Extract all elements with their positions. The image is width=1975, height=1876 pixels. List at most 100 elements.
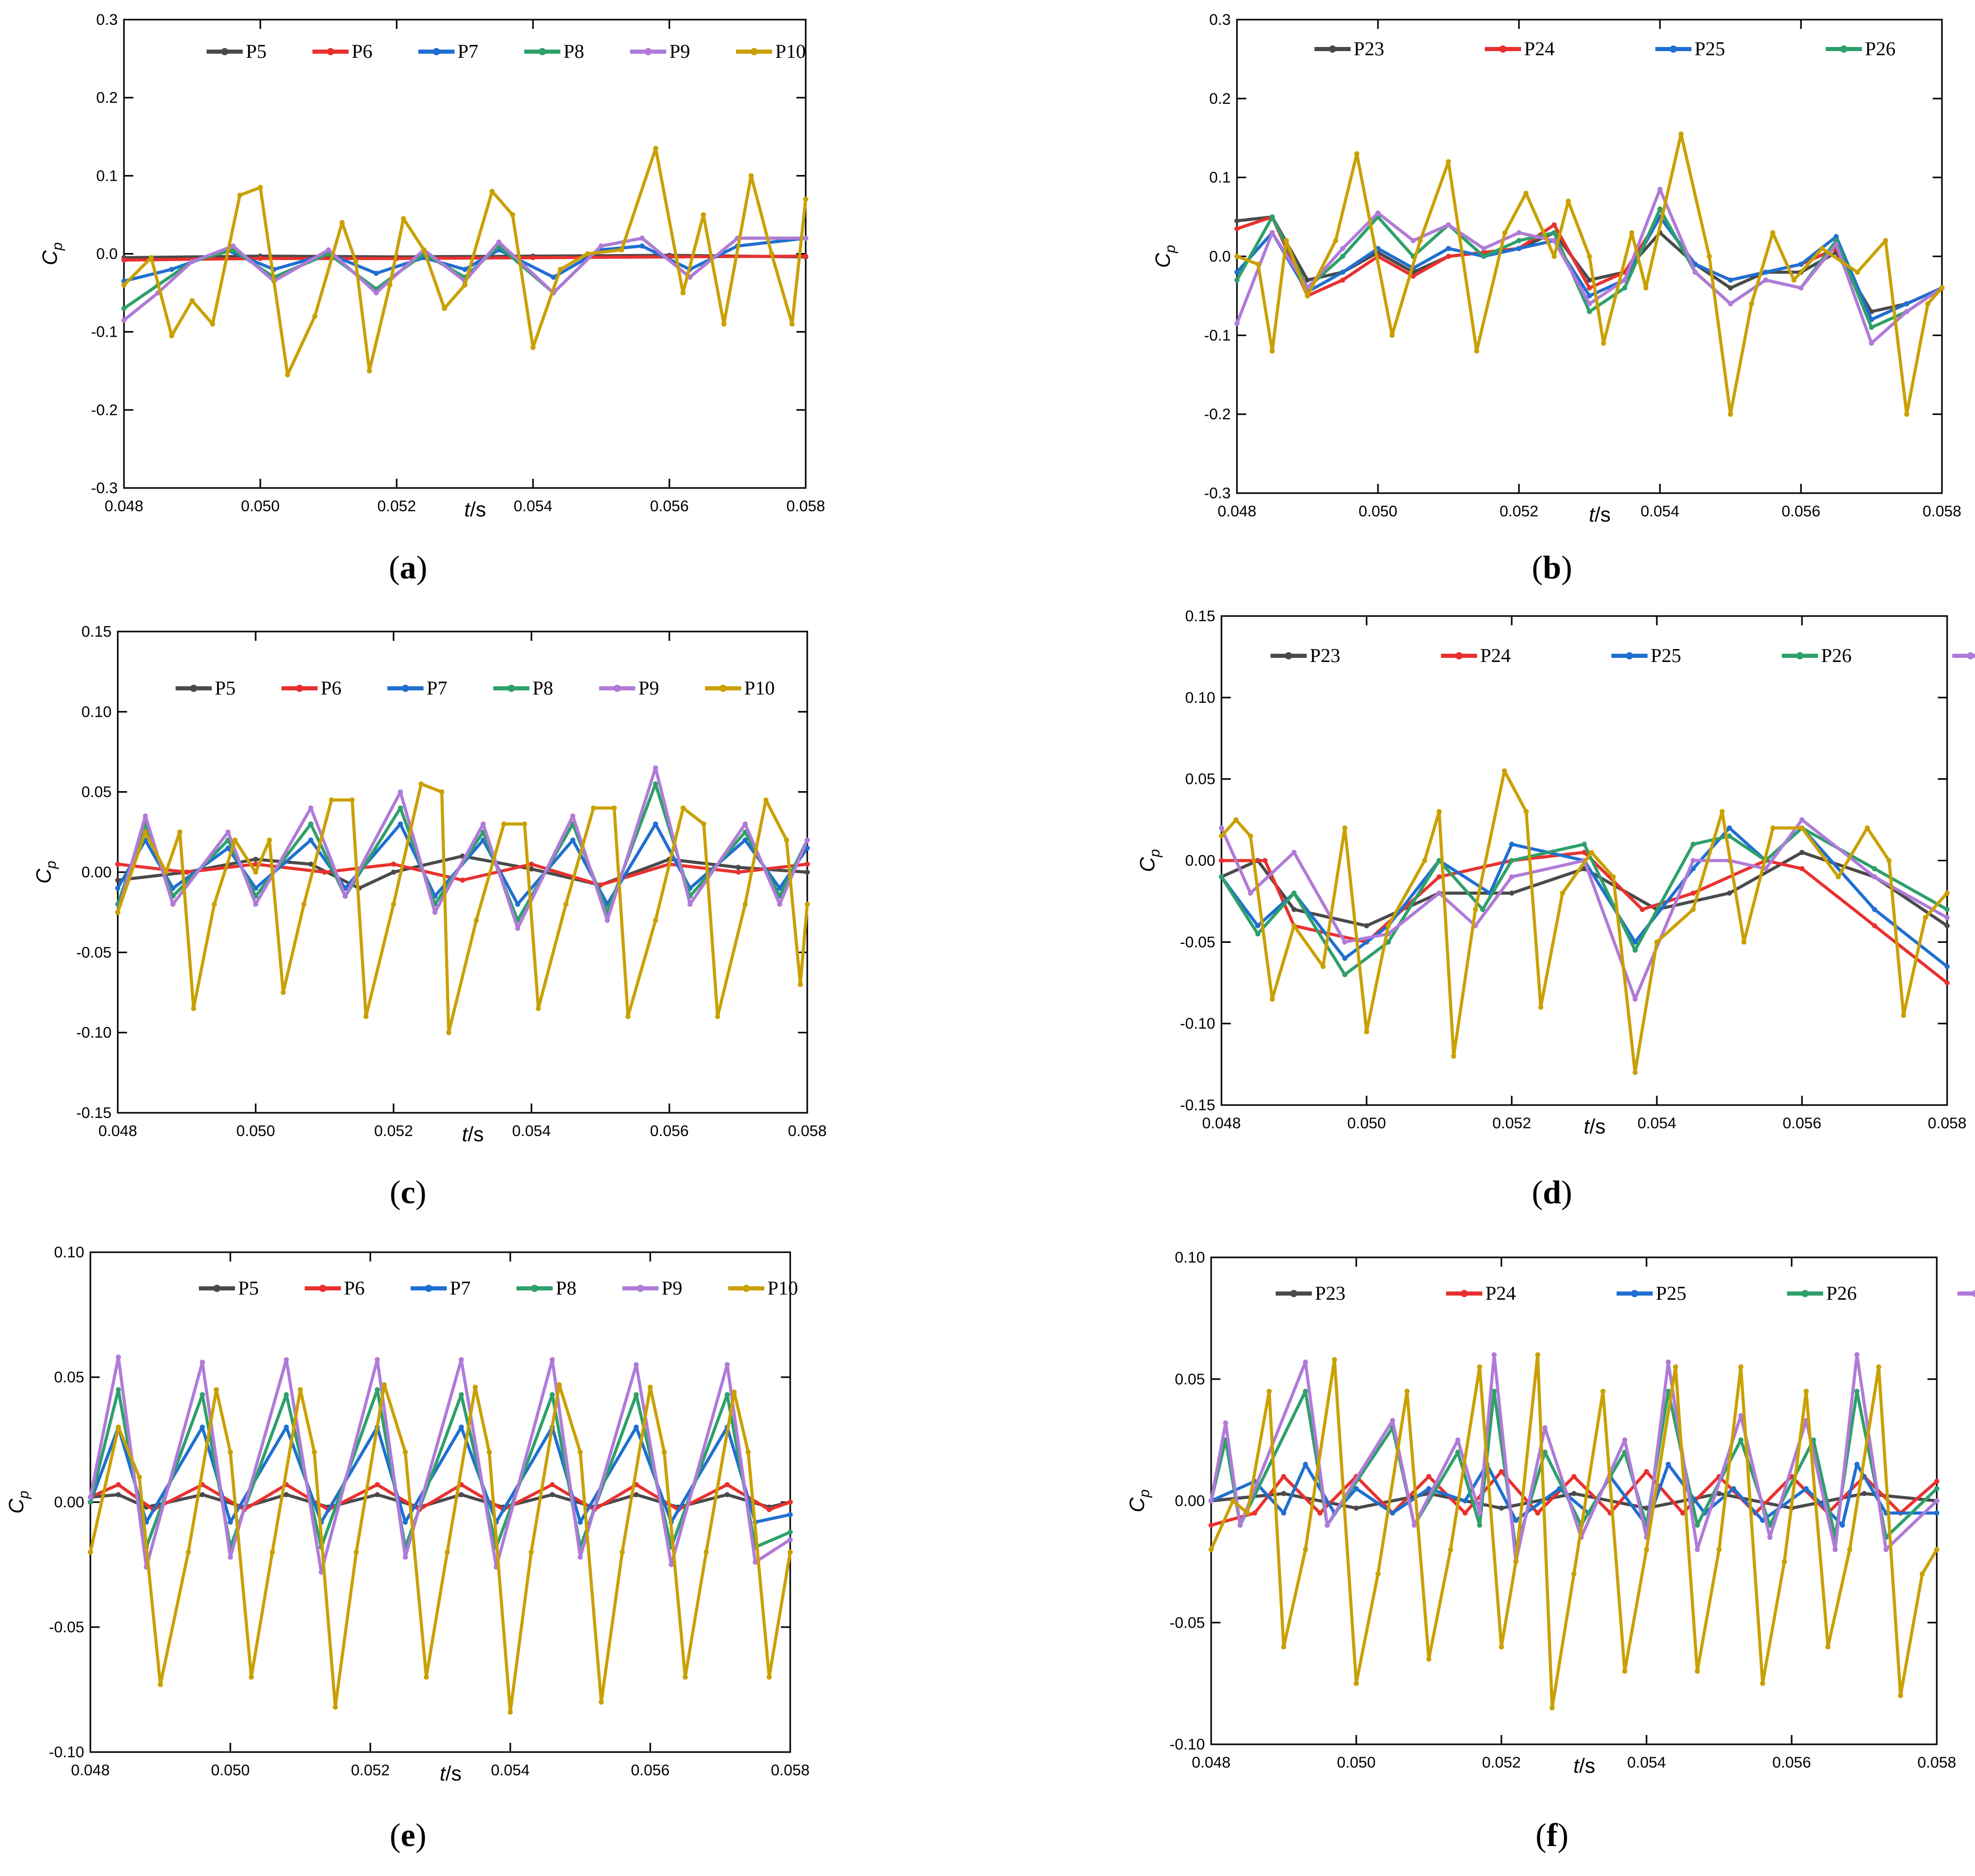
data-point-p9: [788, 1537, 793, 1542]
data-point-p10: [591, 805, 597, 811]
data-point-p6: [374, 1482, 380, 1488]
data-point-p28: [1477, 1364, 1482, 1370]
data-point-p6: [529, 861, 534, 867]
data-point-p23: [1571, 1491, 1577, 1496]
data-point-p28: [1234, 254, 1240, 259]
data-point-p27: [1695, 1547, 1700, 1552]
legend-marker-p7: [425, 1285, 432, 1292]
y-tick-label: 0.3: [1209, 11, 1231, 28]
data-point-p27: [1767, 1535, 1773, 1540]
legend-label-p25: P25: [1695, 38, 1725, 60]
x-tick-label: 0.054: [1640, 503, 1679, 520]
data-point-p27: [1832, 1547, 1838, 1552]
data-point-p28: [1291, 923, 1297, 928]
data-point-p28: [1474, 348, 1480, 354]
legend-label-p9: P9: [638, 677, 659, 699]
data-point-p28: [1386, 923, 1391, 928]
data-point-p9: [668, 1562, 674, 1567]
legend-label-p26: P26: [1865, 38, 1895, 60]
panel-caption: (b): [1532, 549, 1572, 586]
data-point-p28: [1934, 1547, 1939, 1552]
data-point-p26: [1477, 1522, 1482, 1528]
data-point-p23: [1499, 1505, 1504, 1511]
data-point-p28: [1901, 1013, 1906, 1018]
x-tick-label: 0.052: [1482, 1754, 1521, 1771]
data-point-p27: [1632, 996, 1638, 1002]
data-point-p28: [1791, 277, 1797, 283]
y-tick-label: -0.05: [49, 1619, 84, 1636]
legend-marker-p23: [1285, 652, 1292, 659]
panel-caption-letter: e: [401, 1817, 415, 1853]
data-point-p28: [1245, 1510, 1250, 1516]
data-point-p9: [653, 765, 659, 771]
data-point-p8: [550, 1392, 555, 1397]
legend-marker-p10: [750, 48, 758, 55]
data-point-p28: [1233, 817, 1239, 823]
data-point-p28: [1549, 1705, 1555, 1711]
legend-label-p6: P6: [321, 677, 341, 699]
data-point-p28: [1269, 348, 1275, 354]
data-point-p25: [1632, 939, 1638, 945]
data-point-p7: [284, 1424, 289, 1430]
data-point-p24: [1262, 858, 1268, 863]
series-line-p28: [1220, 769, 1949, 1074]
data-point-p27: [1455, 1437, 1461, 1443]
data-point-p9: [803, 235, 808, 241]
x-tick-label: 0.048: [1192, 1754, 1230, 1771]
x-tick-label: 0.058: [788, 1123, 826, 1140]
x-tick-label: 0.058: [1922, 503, 1961, 520]
data-point-p10: [115, 909, 120, 915]
y-tick-label: 0.1: [96, 167, 118, 184]
data-point-p28: [1654, 939, 1659, 945]
data-point-p9: [342, 893, 348, 899]
data-point-p6: [184, 870, 190, 875]
y-tick-label: 0.15: [1185, 608, 1215, 625]
data-point-p24: [1799, 866, 1805, 872]
data-point-p28: [1320, 964, 1326, 969]
data-point-p28: [1331, 1357, 1337, 1363]
legend-marker-p9: [614, 685, 621, 692]
y-tick-label: -0.15: [76, 1105, 112, 1122]
data-point-p28: [1269, 996, 1275, 1002]
data-point-p5: [391, 870, 396, 875]
data-point-p26: [1516, 238, 1522, 243]
legend-label-p7: P7: [427, 677, 447, 699]
data-point-p10: [473, 1384, 478, 1390]
data-point-p10: [625, 1014, 631, 1019]
data-point-p10: [487, 1449, 492, 1455]
data-point-p9: [326, 247, 331, 253]
data-point-p28: [1354, 151, 1360, 156]
data-point-p10: [382, 1382, 387, 1388]
data-point-p24: [1690, 890, 1696, 896]
data-point-p10: [349, 797, 355, 803]
data-point-p10: [577, 1449, 583, 1455]
x-tick-label: 0.058: [786, 498, 825, 515]
data-point-p28: [1589, 849, 1594, 855]
data-point-p27: [1509, 874, 1514, 880]
legend-marker-p10: [719, 685, 727, 692]
data-point-p9: [121, 317, 127, 323]
legend-marker-p5: [190, 685, 197, 692]
data-point-p28: [1781, 1559, 1787, 1565]
legend-marker-p8: [531, 1285, 538, 1292]
data-point-p9: [550, 1357, 555, 1363]
data-point-p26: [1481, 254, 1486, 259]
x-axis-unit: /s: [1579, 1755, 1595, 1777]
x-tick-label: 0.048: [1217, 503, 1256, 520]
data-point-p10: [783, 837, 789, 843]
x-tick-label: 0.056: [1782, 1115, 1821, 1132]
data-point-p10: [766, 1674, 772, 1680]
x-tick-label: 0.052: [351, 1762, 389, 1779]
data-point-p10: [510, 212, 515, 217]
data-point-p6: [121, 257, 127, 263]
plot-frame: [117, 630, 808, 1114]
data-point-p8: [88, 1500, 93, 1505]
data-point-p6: [550, 1482, 555, 1488]
data-point-p27: [1237, 1522, 1243, 1528]
data-point-p24: [1639, 907, 1645, 912]
panel-caption: (c): [389, 1174, 426, 1210]
legend-marker-p9: [645, 48, 652, 55]
data-point-p26: [1727, 833, 1732, 839]
y-tick-label: -0.10: [1170, 1736, 1205, 1753]
